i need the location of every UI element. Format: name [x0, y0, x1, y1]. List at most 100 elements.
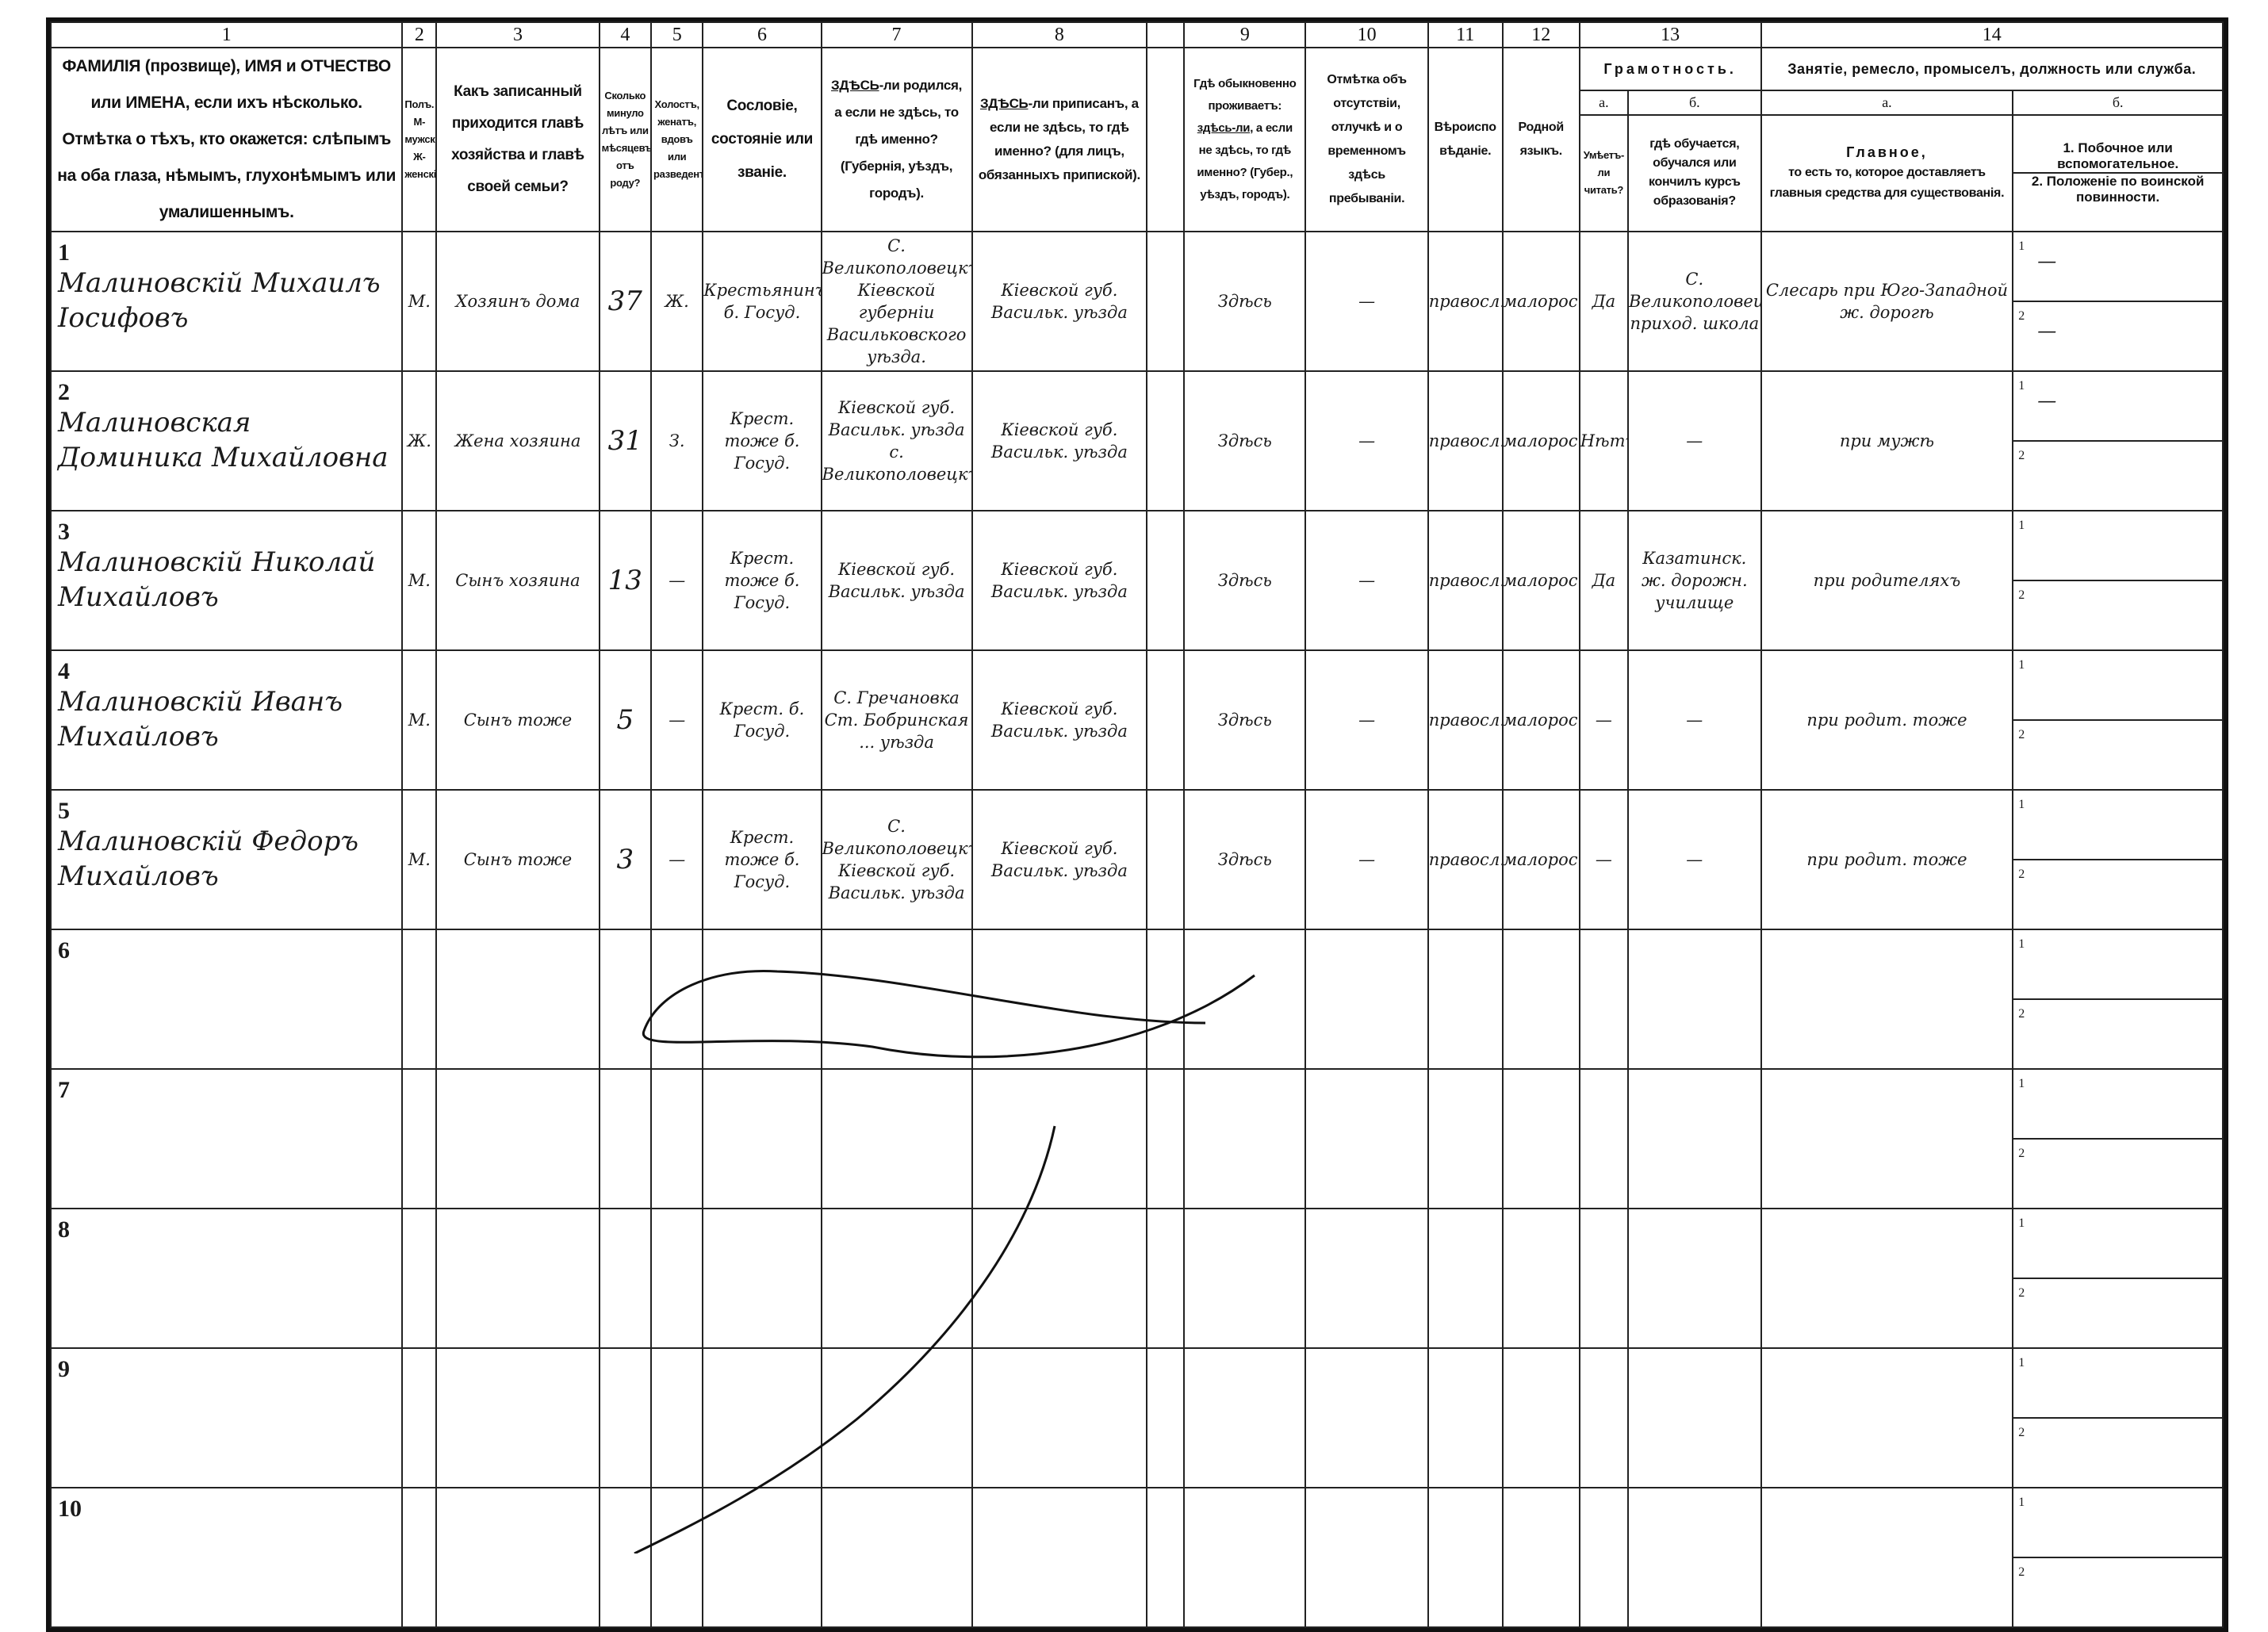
header-occupation: Занятіе, ремесло, промыселъ, должность и…	[1760, 46, 2224, 92]
colnum-blank	[1146, 21, 1186, 48]
secondary-cell: 1—2—	[2012, 231, 2224, 372]
blank-cell	[1146, 649, 1186, 791]
row-number: 7	[58, 1077, 70, 1103]
person-name: Малиновскій Федоръ Михайловъ	[58, 826, 358, 892]
birthplace-cell: Кіевской губ. Васильк. уѣзда	[820, 510, 973, 651]
language-cell: малорос.	[1501, 231, 1580, 372]
military-line: 2	[2014, 1419, 2221, 1486]
row-number: 5	[58, 798, 70, 824]
table-row: 4 Малиновскій Иванъ Михайловъ М. Сынъ тоже 5…	[49, 649, 2224, 791]
table-row: 10 1 2	[49, 1487, 2224, 1628]
birthplace-cell: С. Гречановка Ст. Бобринская ... уѣзда	[820, 649, 973, 791]
line-label: 2	[2018, 588, 2025, 602]
can-read-cell	[1578, 1347, 1630, 1488]
main-occupation-cell	[1760, 1487, 2014, 1628]
colnum: 11	[1427, 21, 1504, 48]
census-form-sheet: 1 2 3 4 5 6 7 8 9 10 11 12 13 14 ФАМИЛІЯ…	[46, 17, 2228, 1632]
header-schooling: гдѣ обучается, обучался или кончилъ курс…	[1627, 113, 1762, 233]
header-absence: Отмѣтка объ отсутствіи, отлучкѣ и о врем…	[1304, 47, 1429, 232]
sex-cell: М.	[401, 510, 438, 651]
relation-cell	[435, 929, 600, 1070]
residence-cell	[1183, 1487, 1307, 1628]
can-read-cell	[1578, 1068, 1630, 1209]
language-cell	[1501, 1068, 1580, 1209]
main-occupation-cell: при родит. тоже	[1760, 789, 2014, 930]
header-birthplace: ЗДѢСЬ-ли родился, а если не здѣсь, то гд…	[820, 47, 973, 232]
can-read-cell	[1578, 1208, 1630, 1349]
estate-cell	[702, 1208, 822, 1349]
name-cell: 9	[49, 1347, 404, 1488]
line-label: 1	[2018, 1496, 2025, 1509]
header-registration-here: ЗДѢСЬ	[979, 96, 1029, 111]
registration-cell	[971, 1068, 1148, 1209]
line-label: 1	[2018, 519, 2025, 532]
birthplace-cell: С. Великополовецкъ Кіевской губ. Васильк…	[820, 789, 973, 930]
birthplace-cell: Кіевской губ. Васильк. уѣзда с. Великопо…	[820, 370, 973, 511]
religion-cell: правосл.	[1427, 649, 1504, 791]
residence-cell	[1183, 1208, 1307, 1349]
age-cell: 31	[598, 370, 653, 511]
colnum: 6	[702, 21, 822, 48]
header-religion: Вѣроисповѣданіе.	[1427, 47, 1504, 232]
religion-cell: правосл.	[1427, 510, 1504, 651]
header-main-occupation: Главное, то есть то, которое доставляетъ …	[1760, 113, 2014, 233]
military-line: 2	[2014, 1000, 2221, 1067]
main-occupation-cell	[1760, 929, 2014, 1070]
religion-cell	[1427, 1068, 1504, 1209]
estate-cell	[702, 1347, 822, 1488]
header-residence-a: Гдѣ обыкновенно проживаетъ:	[1193, 77, 1297, 113]
absence-cell	[1304, 1347, 1429, 1488]
line-label: 2	[2018, 1147, 2025, 1160]
table-row: 2 Малиновская Доминика Михайловна Ж. Жена х…	[49, 370, 2224, 511]
row-number: 6	[58, 937, 70, 963]
name-cell: 7	[49, 1068, 404, 1209]
birthplace-cell	[820, 1208, 973, 1349]
blank-cell	[1146, 929, 1186, 1070]
person-name: Малиновскій Иванъ Михайловъ	[58, 686, 343, 753]
estate-cell: Крест. б. Госуд.	[702, 649, 822, 791]
relation-cell: Хозяинъ дома	[435, 231, 600, 372]
marital-cell: —	[649, 510, 704, 651]
header-13b-label: б.	[1627, 90, 1762, 116]
residence-cell: Здѣсь	[1183, 370, 1307, 511]
colnum: 5	[649, 21, 704, 48]
schooling-cell: С. Великополовецкъ приход. школа	[1627, 231, 1762, 372]
colnum: 12	[1501, 21, 1580, 48]
registration-cell: Кіевской губ. Васильк. уѣзда	[971, 510, 1148, 651]
side-occupation-line: 1	[2014, 1489, 2222, 1558]
row-number: 4	[58, 658, 70, 684]
absence-cell: —	[1304, 510, 1429, 651]
residence-cell: Здѣсь	[1183, 231, 1307, 372]
registration-cell	[971, 1347, 1148, 1488]
relation-cell: Сынъ хозяина	[435, 510, 600, 651]
header-14b-label: б.	[2012, 90, 2224, 116]
main-occupation-cell: при мужѣ	[1760, 370, 2014, 511]
schooling-cell	[1627, 1487, 1762, 1628]
language-cell	[1501, 1487, 1580, 1628]
side-occupation-line: 1—	[2014, 233, 2222, 302]
absence-cell	[1304, 1068, 1429, 1209]
line-label: 1	[2018, 1077, 2025, 1090]
language-cell	[1501, 1347, 1580, 1488]
blank-cell	[1146, 370, 1186, 511]
schooling-cell	[1627, 1347, 1762, 1488]
language-cell: малорос.	[1501, 789, 1580, 930]
language-cell	[1501, 1208, 1580, 1349]
colnum: 3	[435, 21, 600, 48]
line-label: 1	[2018, 658, 2025, 672]
line-label: 1	[2018, 798, 2025, 811]
name-cell: 8	[49, 1208, 404, 1349]
age-cell	[598, 1068, 653, 1209]
header-literacy: Грамотность.	[1578, 46, 1762, 92]
header-name: ФАМИЛІЯ (прозвище), ИМЯ и ОТЧЕСТВО или И…	[49, 47, 404, 232]
header-relation: Какъ записанный приходится главѣ хозяйст…	[435, 47, 600, 232]
sex-cell: М.	[401, 231, 438, 372]
birthplace-cell	[820, 1347, 973, 1488]
line-label: 2	[2018, 868, 2025, 881]
side-occupation-value: —	[2037, 389, 2057, 412]
header-residence-here: здѣсь-ли	[1197, 121, 1251, 135]
